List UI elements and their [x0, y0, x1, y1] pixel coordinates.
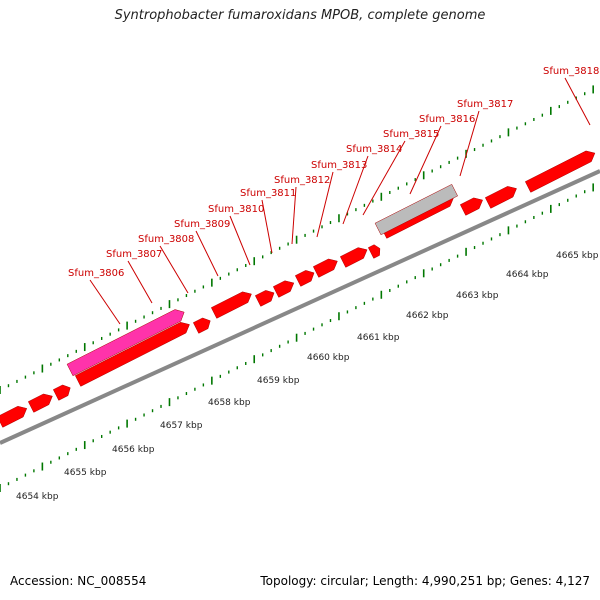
leader-line	[291, 186, 297, 245]
scale-label: 4664 kbp	[506, 270, 549, 280]
leader-line	[409, 125, 442, 195]
gene-label-sfum-3813[interactable]: Sfum_3813	[311, 160, 367, 171]
scale-label: 4659 kbp	[257, 376, 300, 386]
leader-line	[127, 260, 153, 304]
gene-arrow[interactable]	[254, 290, 275, 307]
gene-arrow[interactable]	[459, 197, 483, 216]
gene-arrow[interactable]	[210, 291, 252, 319]
scale-label: 4658 kbp	[208, 398, 251, 408]
gene-arrow[interactable]	[294, 270, 315, 287]
gene-arrow[interactable]	[367, 244, 381, 259]
backbone-line	[0, 169, 600, 445]
gene-features	[0, 150, 596, 428]
leader-line	[229, 215, 251, 266]
leader-line	[564, 77, 591, 126]
gene-label-sfum-3818[interactable]: Sfum_3818	[543, 66, 599, 77]
gene-label-sfum-3814[interactable]: Sfum_3814	[346, 144, 402, 155]
gene-arrow[interactable]	[484, 186, 517, 209]
scale-label: 4656 kbp	[112, 445, 155, 455]
gene-arrow[interactable]	[272, 280, 295, 298]
scale-label: 4654 kbp	[16, 492, 59, 502]
leader-line	[89, 279, 121, 325]
gene-label-sfum-3811[interactable]: Sfum_3811	[240, 188, 296, 199]
gene-label-sfum-3809[interactable]: Sfum_3809	[174, 219, 230, 230]
gene-arrow[interactable]	[27, 393, 53, 413]
leader-line	[159, 245, 189, 294]
gene-label-sfum-3816[interactable]: Sfum_3816	[419, 114, 475, 125]
leader-line	[459, 110, 480, 177]
scale-labels: 4654 kbp 4655 kbp 4656 kbp 4657 kbp 4658 kbp…	[16, 251, 599, 502]
scale-label: 4655 kbp	[64, 468, 107, 478]
gene-label-sfum-3815[interactable]: Sfum_3815	[383, 129, 439, 140]
gene-label-sfum-3806[interactable]: Sfum_3806	[68, 268, 124, 279]
gene-label-sfum-3808[interactable]: Sfum_3808	[138, 234, 194, 245]
map-title: Syntrophobacter fumaroxidans MPOB, compl…	[114, 8, 486, 23]
upper-tick-row	[0, 85, 594, 394]
scale-label: 4662 kbp	[406, 311, 449, 321]
leader-line	[342, 155, 369, 225]
gene-label-sfum-3807[interactable]: Sfum_3807	[106, 249, 162, 260]
gene-label-sfum-3812[interactable]: Sfum_3812	[274, 175, 330, 186]
leader-line	[316, 171, 334, 238]
gene-arrow[interactable]	[312, 258, 338, 278]
gene-arrow-highlighted[interactable]	[66, 309, 185, 377]
scale-label: 4660 kbp	[307, 353, 350, 363]
scale-label: 4657 kbp	[160, 421, 203, 431]
gene-arrow[interactable]	[0, 405, 28, 428]
gene-label-sfum-3817[interactable]: Sfum_3817	[457, 99, 513, 110]
genome-backbone	[0, 169, 600, 445]
gene-arrow[interactable]	[339, 247, 368, 268]
gene-arrow[interactable]	[524, 150, 596, 193]
accession-label: Accession: NC_008554	[10, 574, 147, 588]
gene-arrow[interactable]	[74, 322, 190, 387]
scale-label: 4663 kbp	[456, 291, 499, 301]
leader-line	[362, 140, 406, 216]
gene-arrow-other[interactable]	[374, 183, 458, 236]
leader-line	[261, 199, 273, 254]
gene-labels: Sfum_3806 Sfum_3807 Sfum_3808 Sfum_3809 Sfum…	[68, 66, 599, 325]
lower-tick-row	[0, 183, 594, 492]
leader-line	[195, 230, 219, 277]
scale-label: 4665 kbp	[556, 251, 599, 261]
genome-summary: Topology: circular; Length: 4,990,251 bp…	[260, 574, 590, 588]
gene-arrow[interactable]	[52, 384, 71, 401]
gene-arrow[interactable]	[192, 317, 211, 334]
scale-label: 4661 kbp	[357, 333, 400, 343]
gene-label-sfum-3810[interactable]: Sfum_3810	[208, 204, 264, 215]
